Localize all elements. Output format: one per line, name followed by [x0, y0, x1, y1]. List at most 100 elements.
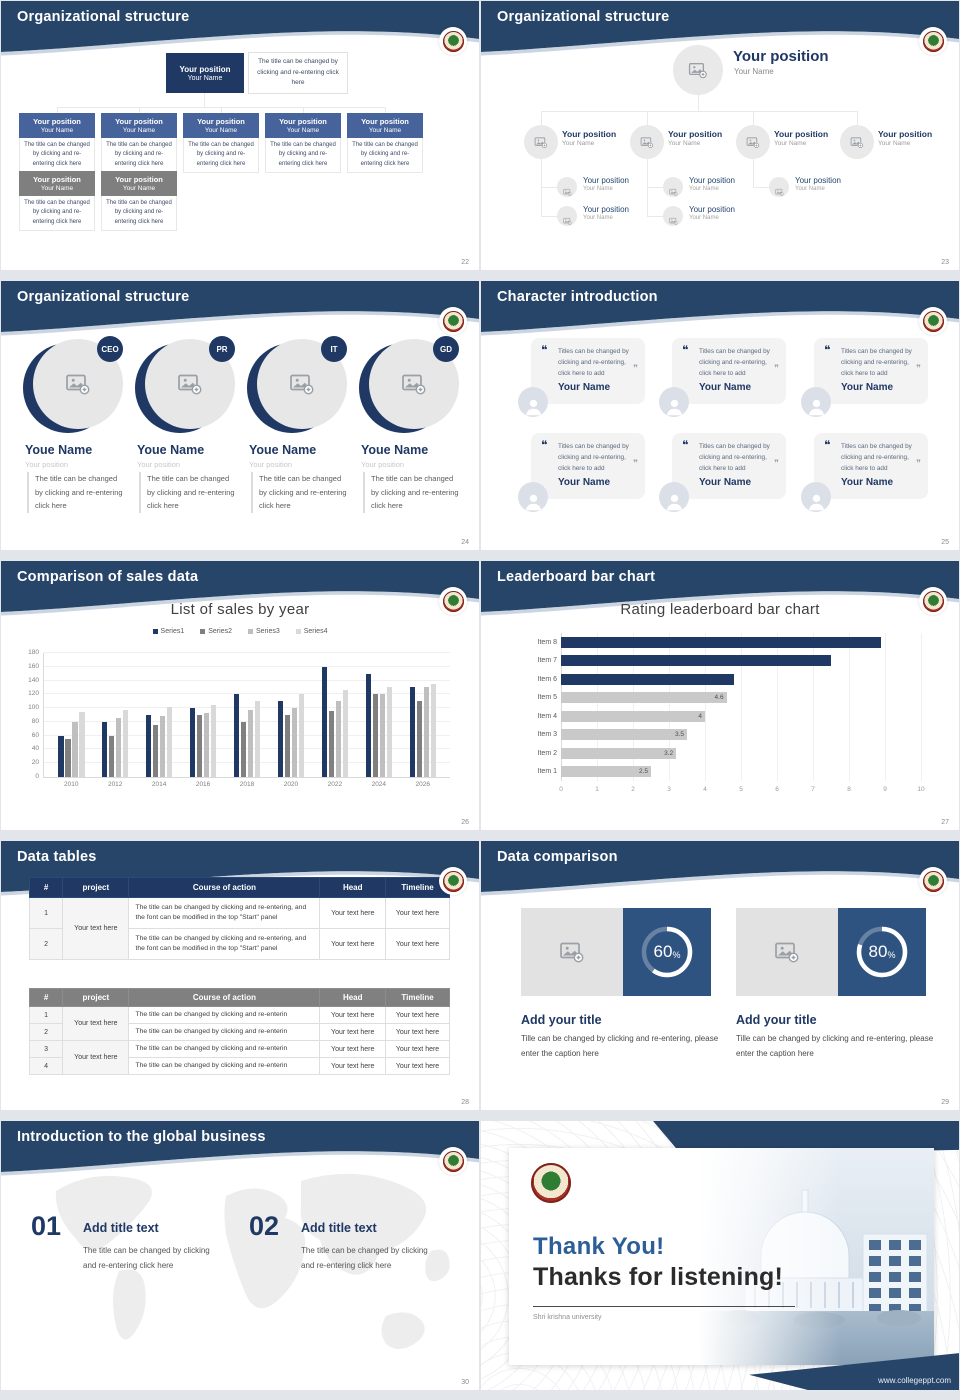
- value-label: 4.6: [714, 694, 724, 702]
- grid-cell: Data comparison 60%: [480, 840, 960, 1120]
- bar-group: 2010: [58, 711, 85, 788]
- table-header-cell: Timeline: [385, 988, 450, 1007]
- gridline: [44, 748, 450, 750]
- gridline: [669, 633, 670, 781]
- slide-29-data-comparison[interactable]: Data comparison 60%: [481, 841, 959, 1110]
- legend-swatch: [295, 629, 301, 634]
- bar-groups: 2010 2012 2014 2016 2018 2020 2022 2024 2026: [44, 653, 450, 788]
- connector-line: [204, 93, 205, 107]
- gridline: [597, 633, 598, 781]
- category-label: Item 5: [537, 694, 557, 702]
- bar: [423, 687, 429, 777]
- bar: [284, 715, 291, 777]
- slide-24-organizational-structure[interactable]: Organizational structure CEO Youe Name You…: [1, 281, 479, 550]
- connector-line: [385, 107, 386, 113]
- slide-30-global-business[interactable]: Introduction to the global business 01 A…: [1, 1121, 479, 1390]
- person-name: Your Name: [841, 477, 894, 488]
- slide-26-sales-comparison[interactable]: Comparison of sales data List of sales b…: [1, 561, 479, 830]
- quote-close-icon: ❞: [916, 459, 921, 469]
- subnode-position: Your position: [795, 176, 841, 185]
- profile-name: Youe Name: [25, 443, 93, 457]
- org-box-caption: The title can be changed by clicking and…: [19, 138, 95, 173]
- slide-title: Data tables: [17, 849, 97, 865]
- comparison-panel: 60%: [521, 908, 711, 996]
- slide-28-data-tables[interactable]: Data tables # project Course of action Head…: [1, 841, 479, 1110]
- grid-cell: Comparison of sales data List of sales b…: [0, 560, 480, 840]
- person-name: Your Name: [558, 382, 611, 393]
- grid-cell: Thank You! Thanks for listening! Shri kr…: [480, 1120, 960, 1400]
- slide-23-organizational-structure[interactable]: Organizational structure Your position Yo…: [481, 1, 959, 270]
- data-table-gray: # project Course of action Head Timeline 1 You…: [28, 988, 450, 1075]
- x-axis-label: 2014: [151, 781, 167, 788]
- bar-row: Item 4 4: [538, 710, 921, 722]
- table-header-cell: project: [62, 988, 130, 1007]
- global-content: 01 Add title text The title can be chang…: [1, 1121, 479, 1390]
- bar-group: 2024: [365, 673, 393, 788]
- legend-label: Series4: [303, 628, 328, 635]
- person-avatar-icon: [801, 482, 831, 512]
- slide-27-leaderboard-chart[interactable]: Leaderboard bar chart Rating leaderboard…: [481, 561, 959, 830]
- org-box: Your position Your Name The title can be c…: [19, 171, 95, 231]
- profile-name: Youe Name: [249, 443, 317, 457]
- role-badge: IT: [321, 336, 347, 362]
- x-axis-label: 1: [595, 786, 599, 793]
- image-placeholder-icon: [774, 940, 800, 964]
- bar: [254, 701, 261, 777]
- quote-card: ❝ Titles can be changed by clicking and r…: [659, 338, 786, 417]
- table-header-cell: Course of action: [128, 988, 321, 1007]
- org-box-caption: The title can be changed by clicking and…: [183, 138, 259, 173]
- category-label: Item 6: [537, 675, 557, 683]
- chart-plot-area: 0 20 40 60 80 100 120 140 160 180 2010 2012 2014 2016…: [28, 649, 450, 788]
- org-box-header: Your position Your Name: [101, 171, 177, 196]
- page-number: 27: [941, 819, 949, 826]
- grid-cell: Character introduction ❝ Titles can be ch…: [480, 280, 960, 560]
- org-root-note: The title can be changed by clicking and…: [248, 52, 348, 94]
- bar: [196, 715, 203, 777]
- image-placeholder-icon: [668, 183, 678, 196]
- legend-label: Series3: [256, 628, 280, 635]
- quote-cards-content: ❝ Titles can be changed by clicking and r…: [481, 281, 959, 550]
- bar: [365, 673, 372, 777]
- quote-text: Titles can be changed by clicking and re…: [841, 348, 912, 377]
- table-header-cell: #: [28, 988, 64, 1007]
- org-box-name: Your Name: [40, 185, 74, 192]
- slide-22-organizational-structure[interactable]: Organizational structure Your position Yo…: [1, 1, 479, 270]
- profile-caption: The title can be changed by clicking and…: [27, 472, 125, 513]
- quote-card: ❝ Titles can be changed by clicking and r…: [801, 433, 928, 512]
- org-box-header: Your position Your Name: [347, 113, 423, 138]
- y-axis-label: 120: [28, 690, 39, 698]
- y-axis-label: 140: [28, 676, 39, 684]
- image-placeholder: [736, 908, 838, 996]
- gridline: [44, 762, 450, 764]
- category-label: Item 3: [537, 731, 557, 739]
- bar: [108, 735, 115, 777]
- chart-plot-area: 0 1 2 3 4 5 6 7 8 9 10 Item 8 Item 7 Item 6 Item 5 4.6 I…: [538, 633, 925, 793]
- slide-31-thank-you[interactable]: Thank You! Thanks for listening! Shri kr…: [481, 1121, 959, 1390]
- bar-rows: Item 8 Item 7 Item 6 Item 5 4.6 Item 4 4 Item 3…: [538, 633, 921, 781]
- quote-card: ❝ Titles can be changed by clicking and r…: [518, 338, 645, 417]
- quote-card: ❝ Titles can be changed by clicking and r…: [801, 338, 928, 417]
- image-placeholder-icon: [562, 183, 572, 196]
- slide-25-character-introduction[interactable]: Character introduction ❝ Titles can be ch…: [481, 281, 959, 550]
- org-box: Your position Your Name The title can be c…: [183, 113, 259, 173]
- quote-text: Titles can be changed by clicking and re…: [699, 443, 770, 472]
- bar: 3.5: [561, 729, 687, 741]
- table-cell: The title can be changed by clicking and…: [128, 1006, 321, 1024]
- org-box-position: Your position: [115, 117, 163, 126]
- progress-box: 60%: [623, 908, 711, 996]
- table-cell: Your text here: [385, 1006, 450, 1024]
- slide-title: Organizational structure: [17, 9, 190, 25]
- x-axis-label: 3: [667, 786, 671, 793]
- org-box-caption: The title can be changed by clicking and…: [101, 196, 177, 231]
- node-position: Your position: [878, 129, 933, 139]
- x-axis-label: 2020: [283, 781, 299, 788]
- legend-item: Series4: [295, 628, 328, 635]
- grid-cell: Organizational structure Your position Yo…: [480, 0, 960, 280]
- profile-caption: The title can be changed by clicking and…: [139, 472, 237, 513]
- y-axis-label: 60: [31, 731, 39, 739]
- x-axis-label: 4: [703, 786, 707, 793]
- page-number: 22: [461, 259, 469, 266]
- connector-line: [753, 111, 754, 125]
- subnode-name: Your Name: [689, 186, 719, 192]
- connector-line: [647, 187, 663, 188]
